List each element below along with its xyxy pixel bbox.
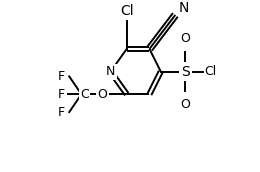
Text: N: N — [106, 65, 115, 78]
Text: O: O — [180, 98, 190, 111]
Text: O: O — [98, 88, 107, 101]
Text: Cl: Cl — [205, 65, 217, 78]
Text: F: F — [58, 70, 65, 83]
Text: F: F — [58, 106, 65, 119]
Text: Cl: Cl — [120, 4, 134, 18]
Text: O: O — [180, 32, 190, 45]
Text: F: F — [58, 88, 65, 101]
Text: S: S — [181, 64, 190, 79]
Text: N: N — [179, 1, 189, 15]
Text: C: C — [80, 88, 89, 101]
